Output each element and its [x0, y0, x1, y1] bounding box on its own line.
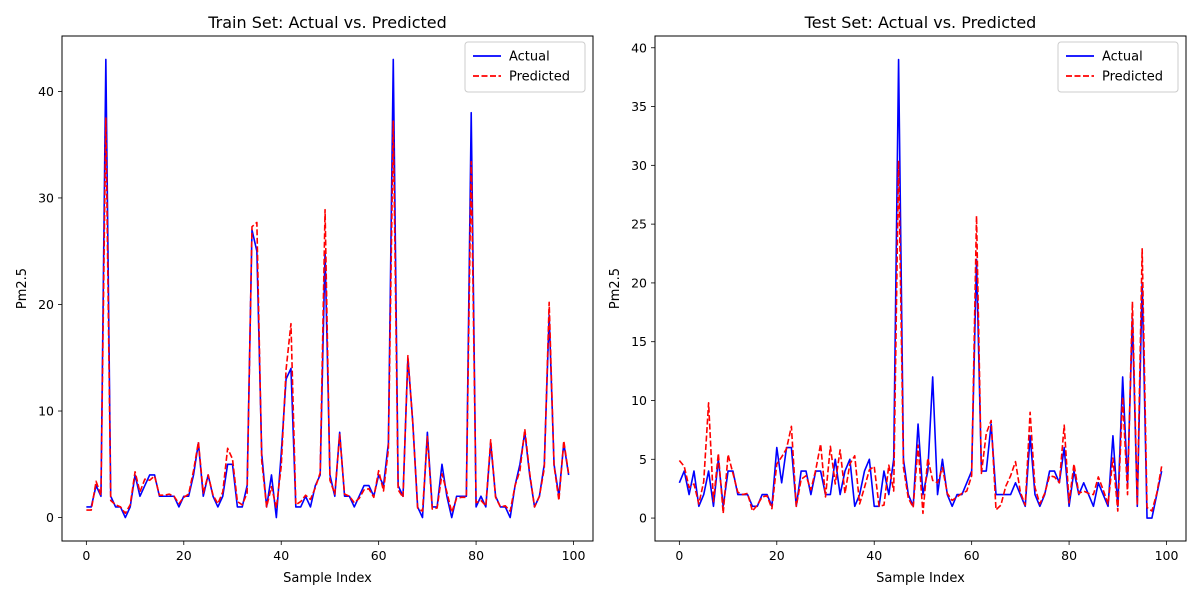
y-tick-label: 15 — [631, 334, 647, 349]
x-tick-label: 100 — [562, 548, 586, 563]
x-tick-label: 60 — [964, 548, 980, 563]
plot-frame — [61, 35, 594, 542]
y-tick-label: 20 — [38, 297, 54, 312]
plot-frame — [654, 35, 1187, 542]
legend-box — [464, 41, 586, 93]
x-tick-label: 60 — [371, 548, 387, 563]
series-line-predicted — [678, 159, 1163, 515]
y-tick-label: 30 — [38, 190, 54, 205]
y-tick-label: 30 — [631, 158, 647, 173]
x-tick-label: 80 — [468, 548, 484, 563]
y-tick-label: 40 — [631, 40, 647, 55]
train-chart: Train Set: Actual vs. Predicted 0 20 40 60 80… — [15, 13, 594, 586]
y-axis-title: Pm2.5 — [15, 268, 30, 309]
series-line-actual — [86, 58, 570, 519]
y-tick-label: 20 — [631, 275, 647, 290]
x-tick-label: 20 — [769, 548, 785, 563]
y-tick-label: 0 — [46, 510, 54, 525]
y-tick-label: 25 — [631, 217, 647, 232]
series-line-actual — [678, 58, 1163, 519]
x-tick-label: 0 — [675, 548, 683, 563]
x-tick-label: 0 — [82, 548, 90, 563]
x-tick-label: 80 — [1061, 548, 1077, 563]
legend-label-predicted: Predicted — [509, 70, 570, 85]
y-tick-label: 10 — [38, 404, 54, 419]
legend-box — [1057, 41, 1179, 93]
chart-title: Test Set: Actual vs. Predicted — [804, 13, 1037, 32]
chart-title: Train Set: Actual vs. Predicted — [207, 13, 447, 32]
legend-label-predicted: Predicted — [1102, 70, 1163, 85]
x-axis-title: Sample Index — [876, 571, 965, 586]
x-tick-label: 20 — [176, 548, 192, 563]
x-axis-title: Sample Index — [283, 571, 372, 586]
legend-label-actual: Actual — [1102, 50, 1143, 65]
test-chart: Test Set: Actual vs. Predicted 0 20 40 60 80 1… — [608, 13, 1187, 586]
series-line-predicted — [86, 117, 570, 515]
y-tick-label: 35 — [631, 99, 647, 114]
y-tick-label: 5 — [639, 452, 647, 467]
x-tick-label: 100 — [1155, 548, 1179, 563]
y-tick-label: 0 — [639, 511, 647, 526]
x-tick-label: 40 — [273, 548, 289, 563]
y-tick-label: 40 — [38, 84, 54, 99]
legend-label-actual: Actual — [509, 50, 550, 65]
y-axis-title: Pm2.5 — [608, 268, 623, 309]
x-tick-label: 40 — [866, 548, 882, 563]
y-tick-label: 10 — [631, 393, 647, 408]
